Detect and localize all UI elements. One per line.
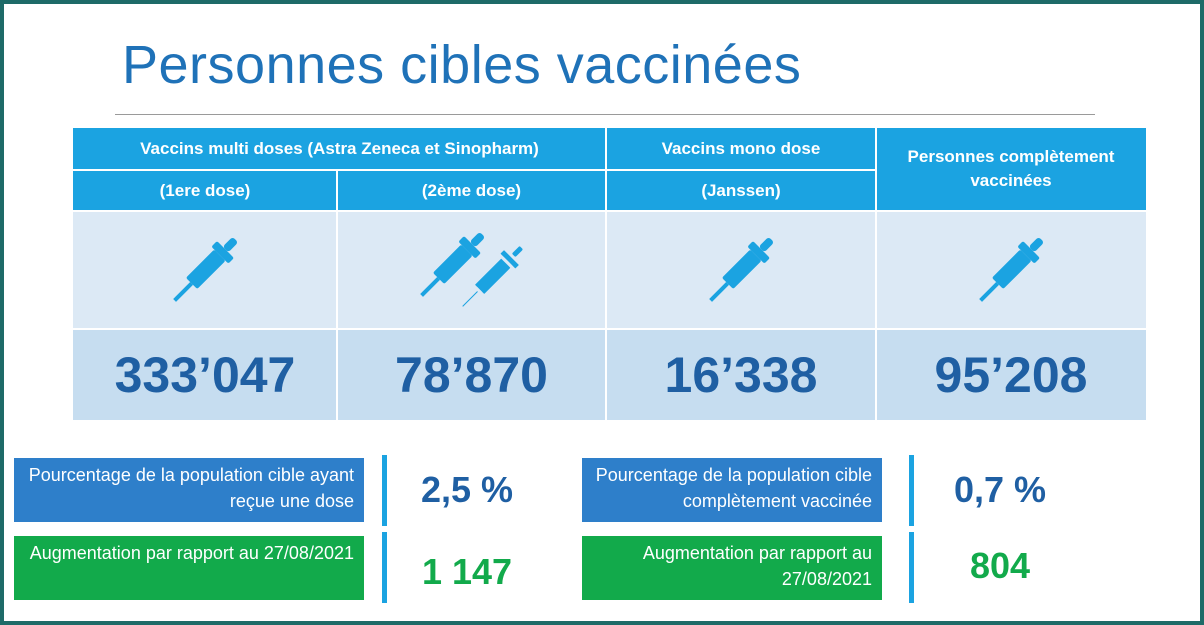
column-divider <box>336 171 338 420</box>
increase-left-label: Augmentation par rapport au 27/08/2021 <box>14 536 364 600</box>
column-divider <box>875 128 877 420</box>
header-janssen: (Janssen) <box>606 171 876 210</box>
accent-bar <box>382 532 387 603</box>
row-divider <box>73 210 1146 212</box>
value-fully: 95’208 <box>876 330 1146 420</box>
header-multi-doses: Vaccins multi doses (Astra Zeneca et Sin… <box>73 128 606 169</box>
pct-one-dose-value: 2,5 % <box>420 469 514 510</box>
row-divider <box>73 169 876 171</box>
pct-full-label-text: Pourcentage de la population cible compl… <box>595 465 872 511</box>
header-dose1: (1ere dose) <box>73 171 337 210</box>
value-dose2: 78’870 <box>337 330 606 420</box>
icon-cell-fully <box>876 212 1146 328</box>
column-divider <box>605 128 607 420</box>
icon-cell-janssen <box>606 212 876 328</box>
header-multi-doses-label: Vaccins multi doses (Astra Zeneca et Sin… <box>140 138 539 158</box>
header-fully-vaccinated: Personnes complètement vaccinées <box>876 128 1146 210</box>
pct-full-value: 0,7 % <box>953 469 1047 510</box>
accent-bar <box>382 455 387 526</box>
double-syringe-icon <box>419 233 525 311</box>
row-divider <box>73 328 1146 330</box>
increase-right-label-text: Augmentation par rapport au 27/08/2021 <box>642 543 872 589</box>
syringe-icon <box>979 238 1043 302</box>
icon-cell-dose1 <box>73 212 337 328</box>
header-fully-vaccinated-label: Personnes complètement vaccinées <box>907 147 1115 190</box>
pct-one-dose-label: Pourcentage de la population cible ayant… <box>14 458 364 522</box>
header-mono-dose-label: Vaccins mono dose <box>661 138 821 158</box>
syringe-icon <box>173 238 237 302</box>
header-janssen-label: (Janssen) <box>701 180 781 200</box>
syringe-icon <box>709 238 773 302</box>
value-dose1: 333’047 <box>73 330 337 420</box>
header-mono-dose: Vaccins mono dose <box>606 128 876 169</box>
title-divider <box>115 114 1095 115</box>
increase-right-label: Augmentation par rapport au 27/08/2021 <box>582 536 882 600</box>
accent-bar <box>909 532 914 603</box>
increase-right-value: 804 <box>969 545 1031 586</box>
pct-full-label: Pourcentage de la population cible compl… <box>582 458 882 522</box>
increase-left-label-text: Augmentation par rapport au 27/08/2021 <box>29 543 354 563</box>
vaccination-table: Vaccins multi doses (Astra Zeneca et Sin… <box>73 128 1146 420</box>
icon-cell-dose2 <box>337 212 606 328</box>
header-dose2: (2ème dose) <box>337 171 606 210</box>
accent-bar <box>909 455 914 526</box>
increase-left-value: 1 147 <box>421 551 513 592</box>
header-dose2-label: (2ème dose) <box>421 180 522 200</box>
pct-one-dose-label-text: Pourcentage de la population cible ayant… <box>28 465 354 511</box>
value-janssen: 16’338 <box>606 330 876 420</box>
page-title: Personnes cibles vaccinées <box>122 35 802 95</box>
header-dose1-label: (1ere dose) <box>159 180 251 200</box>
